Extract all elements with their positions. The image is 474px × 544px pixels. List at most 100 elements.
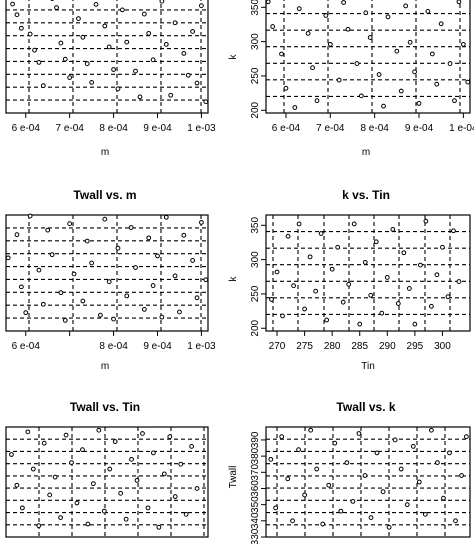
data-point bbox=[14, 482, 20, 488]
x-tick-label: 290 bbox=[379, 341, 396, 352]
x-tick-label: 1 e-03 bbox=[187, 341, 216, 352]
data-point bbox=[137, 94, 143, 100]
data-point bbox=[189, 444, 195, 449]
data-point bbox=[178, 461, 184, 467]
data-point bbox=[327, 41, 333, 47]
x-axis-label: Tin bbox=[361, 361, 375, 372]
y-axis-label: k bbox=[228, 276, 239, 282]
data-point bbox=[280, 313, 285, 319]
x-tick-label: 270 bbox=[269, 341, 286, 352]
data-point bbox=[390, 227, 396, 232]
data-point bbox=[62, 56, 68, 62]
data-point bbox=[410, 444, 416, 449]
data-point bbox=[403, 3, 409, 9]
data-point bbox=[190, 29, 196, 34]
data-point bbox=[368, 292, 374, 298]
data-point bbox=[302, 492, 308, 498]
data-point bbox=[392, 437, 398, 443]
data-point bbox=[146, 235, 152, 241]
data-point bbox=[124, 293, 130, 299]
scatter-panel-top-left: m 6 e-04 7 e-04 8 e-04 9 e-04 1 e-03 bbox=[5, 0, 216, 158]
y-tick-label: 300 bbox=[250, 251, 261, 268]
data-point bbox=[398, 88, 404, 94]
data-point bbox=[412, 321, 418, 327]
data-points bbox=[265, 0, 471, 110]
data-point bbox=[416, 100, 422, 106]
data-point bbox=[429, 303, 434, 309]
data-point bbox=[376, 72, 382, 77]
data-point bbox=[36, 267, 42, 273]
data-point bbox=[407, 39, 413, 45]
data-point bbox=[335, 244, 341, 250]
data-point bbox=[357, 321, 363, 327]
data-point bbox=[269, 297, 274, 302]
x-tick-label: 1 e-04 bbox=[449, 123, 474, 134]
y-tick-label: 200 bbox=[250, 319, 261, 336]
data-point bbox=[351, 221, 357, 227]
data-point bbox=[296, 6, 302, 12]
plot-frame bbox=[265, 214, 471, 332]
data-point bbox=[27, 213, 33, 219]
data-point bbox=[386, 524, 392, 530]
y-tick-label: 350 bbox=[250, 496, 261, 513]
data-point bbox=[354, 61, 360, 66]
data-point bbox=[395, 301, 401, 306]
data-points bbox=[9, 427, 200, 530]
data-point bbox=[329, 266, 335, 272]
x-tick-label: 280 bbox=[324, 341, 341, 352]
data-point bbox=[106, 279, 112, 285]
panel-title: Twall vs. k bbox=[336, 400, 395, 414]
data-point bbox=[434, 81, 440, 87]
data-point bbox=[52, 474, 58, 480]
data-point bbox=[379, 310, 385, 316]
data-point bbox=[194, 80, 200, 86]
data-points bbox=[268, 427, 469, 530]
y-tick-label: 380 bbox=[250, 447, 261, 464]
data-point bbox=[40, 301, 46, 307]
data-point bbox=[63, 432, 69, 438]
data-point bbox=[167, 434, 173, 440]
data-point bbox=[358, 93, 364, 99]
x-tick-label: 6 e-04 bbox=[12, 341, 41, 352]
data-point bbox=[313, 288, 319, 294]
data-point bbox=[5, 255, 11, 261]
data-point bbox=[292, 105, 298, 110]
data-point bbox=[80, 447, 85, 453]
data-point bbox=[84, 61, 90, 67]
data-point bbox=[115, 245, 121, 251]
x-tick-label: 8 e-04 bbox=[99, 123, 128, 134]
data-point bbox=[203, 99, 209, 105]
plot-frame bbox=[5, 214, 209, 332]
plot-frame bbox=[5, 426, 209, 538]
data-point bbox=[159, 314, 165, 320]
data-point bbox=[356, 431, 362, 436]
data-point bbox=[71, 271, 77, 277]
y-tick-label: 350 bbox=[250, 0, 261, 16]
data-point bbox=[93, 2, 99, 7]
x-tick-label: 295 bbox=[407, 341, 424, 352]
data-point bbox=[199, 3, 204, 9]
data-point bbox=[465, 79, 471, 85]
data-point bbox=[425, 9, 431, 14]
data-point bbox=[111, 316, 116, 322]
data-point bbox=[141, 307, 147, 312]
x-tick-label: 9 e-04 bbox=[143, 123, 172, 134]
data-point bbox=[89, 260, 95, 266]
data-point bbox=[27, 31, 33, 37]
data-point bbox=[50, 0, 55, 2]
data-point bbox=[459, 473, 464, 478]
data-point bbox=[326, 482, 332, 488]
data-points bbox=[10, 0, 209, 105]
plot-frame bbox=[265, 0, 471, 114]
data-point bbox=[406, 286, 412, 291]
data-point bbox=[451, 228, 456, 234]
x-tick-label: 7 e-04 bbox=[316, 123, 345, 134]
data-point bbox=[428, 427, 434, 433]
data-point bbox=[323, 13, 329, 18]
data-point bbox=[84, 238, 90, 244]
data-point bbox=[102, 23, 108, 29]
grid bbox=[6, 427, 208, 537]
data-point bbox=[140, 431, 145, 436]
data-point bbox=[199, 220, 204, 225]
